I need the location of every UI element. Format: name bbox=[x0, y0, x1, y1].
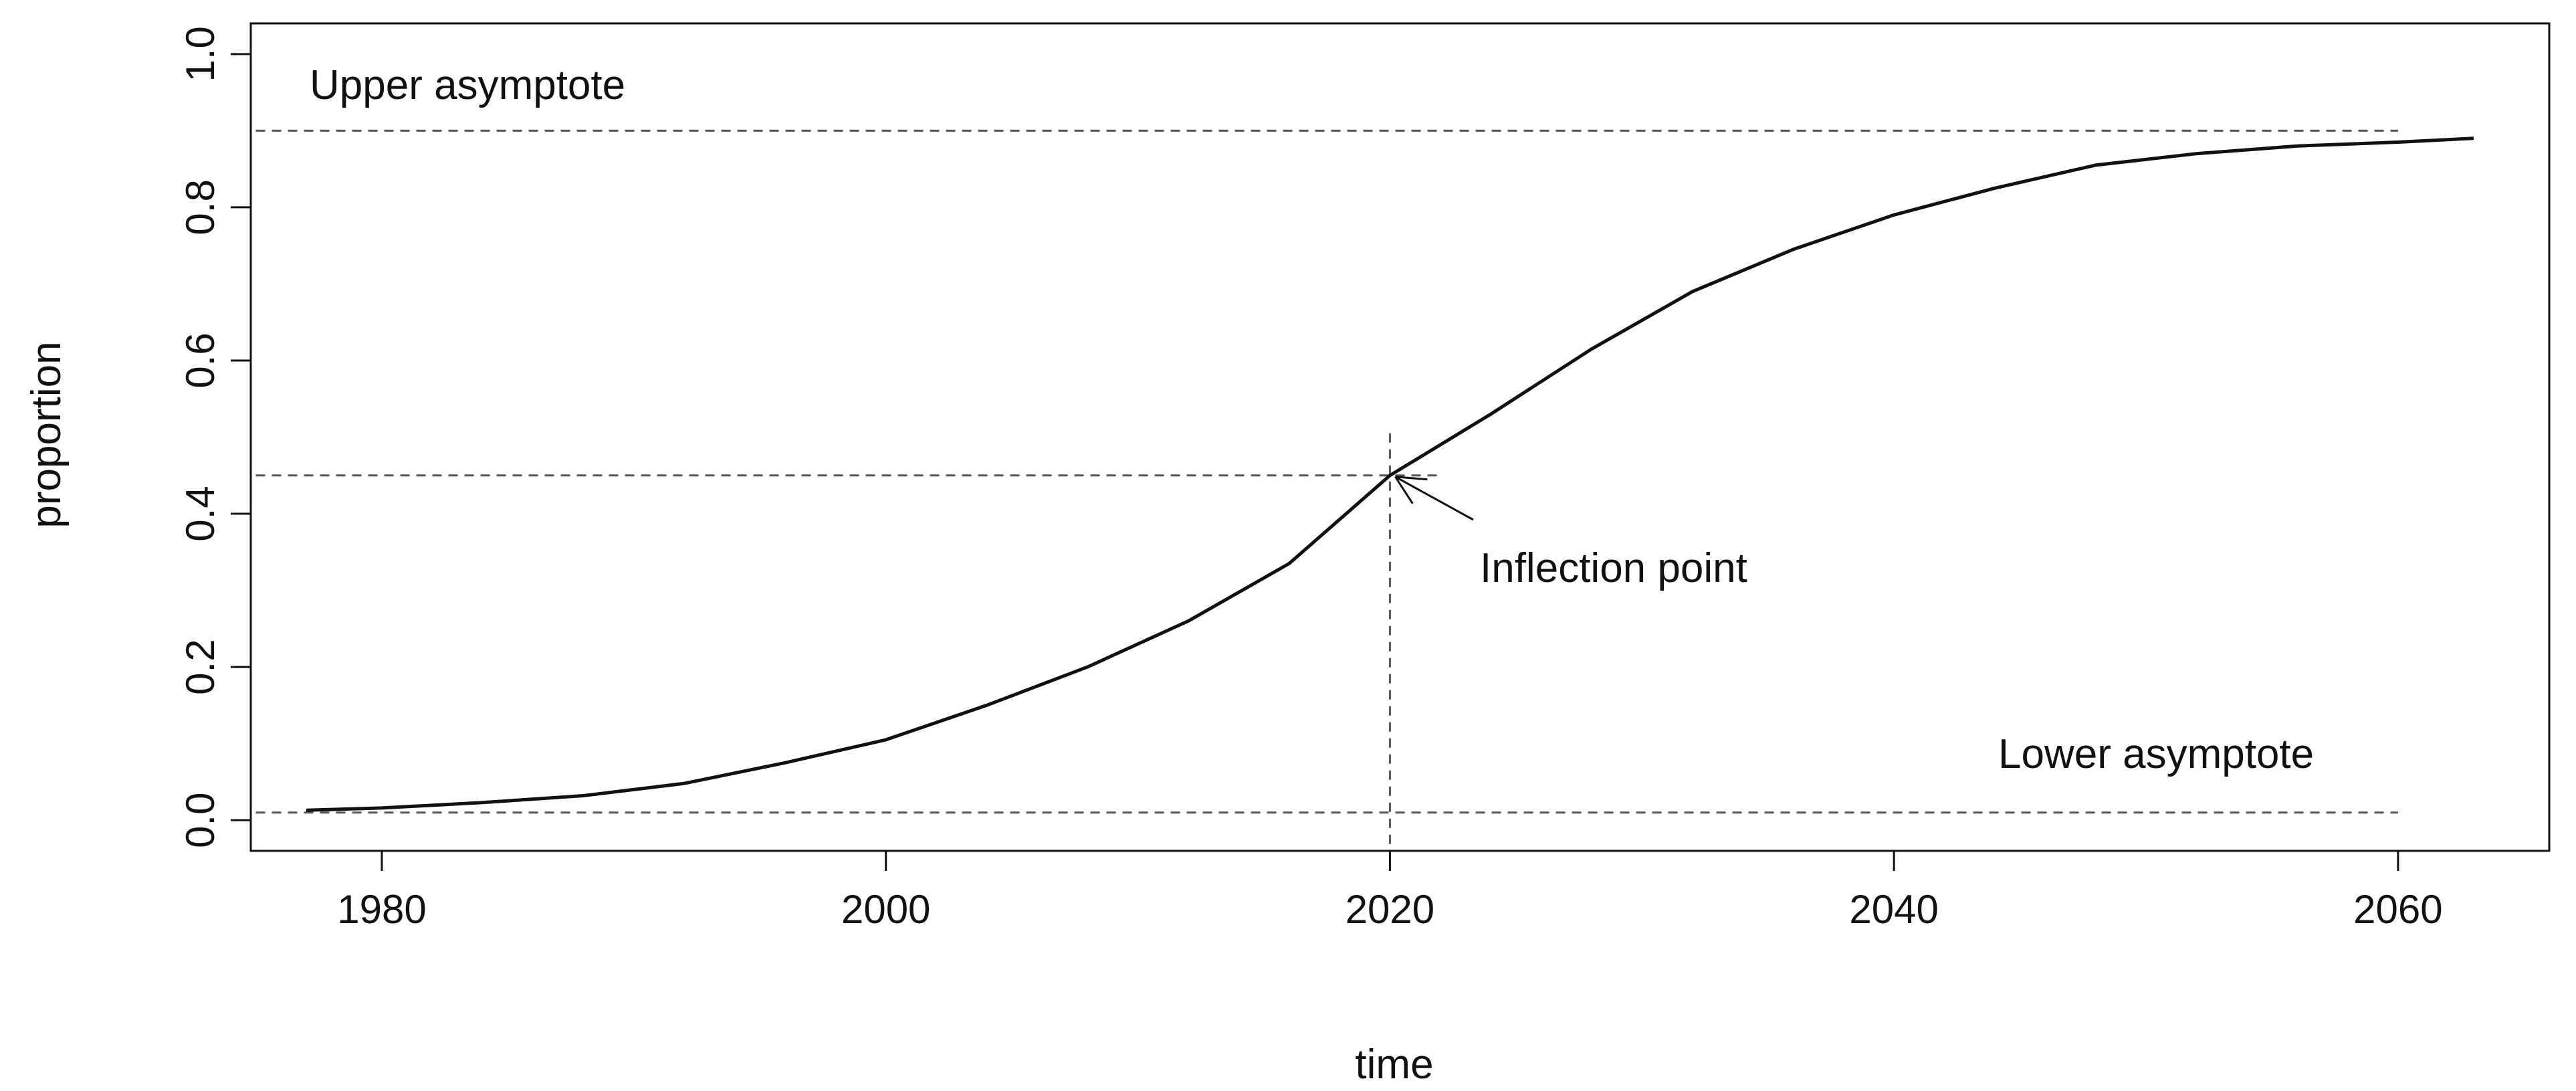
arrow-head-2 bbox=[1394, 476, 1414, 504]
logistic-curve bbox=[306, 136, 2474, 812]
arrow-shaft bbox=[1394, 476, 1474, 521]
y-tick-label: 0.0 bbox=[178, 792, 223, 848]
x-tick-label: 2040 bbox=[1849, 887, 1938, 932]
inflection-point-label: Inflection point bbox=[1480, 545, 1747, 591]
series-layer bbox=[306, 136, 2474, 812]
y-tick-label: 1.0 bbox=[178, 26, 223, 82]
reference-lines bbox=[255, 129, 2398, 851]
plot-frame bbox=[249, 22, 2551, 852]
x-axis: 1980 2000 2020 2040 2060 bbox=[337, 851, 2443, 932]
upper-asymptote-label: Upper asymptote bbox=[310, 62, 625, 108]
y-tick-label: 0.4 bbox=[178, 486, 223, 541]
x-tick-label: 1980 bbox=[337, 887, 426, 932]
x-tick-label: 2020 bbox=[1346, 887, 1434, 932]
y-axis-title: proportion bbox=[23, 341, 70, 528]
arrow-head-1 bbox=[1395, 476, 1428, 481]
y-tick-label: 0.6 bbox=[178, 332, 223, 388]
y-tick-label: 0.8 bbox=[178, 179, 223, 235]
inflection-arrow bbox=[1394, 476, 1474, 521]
y-axis: 0.0 0.2 0.4 0.6 0.8 1.0 bbox=[178, 26, 251, 848]
lower-asymptote-label: Lower asymptote bbox=[1998, 731, 2314, 777]
x-tick-label: 2000 bbox=[841, 887, 930, 932]
x-tick-label: 2060 bbox=[2353, 887, 2442, 932]
y-tick-label: 0.2 bbox=[178, 639, 223, 694]
x-axis-title: time bbox=[1355, 1042, 1433, 1088]
